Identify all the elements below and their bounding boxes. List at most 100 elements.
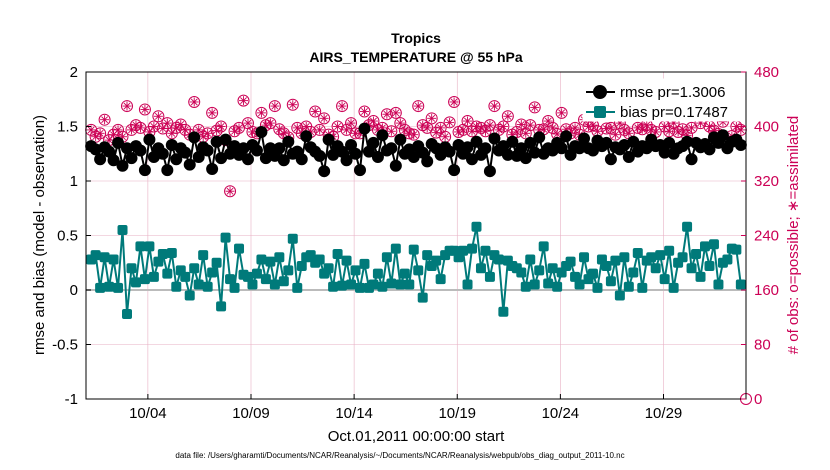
obs-assimilated-marker [238,96,248,106]
obs-assimilated-marker [436,123,446,133]
rmse-point [134,144,147,157]
legend-rmse-marker [593,85,607,99]
bias-point [171,281,182,292]
obs-assimilated-marker [359,107,369,117]
y2-tick-label-2: 160 [754,282,779,299]
bias-point [484,271,495,282]
bias-point [157,249,168,260]
bias-point [493,254,504,265]
bias-point [139,274,150,285]
rmse-point [112,136,125,149]
obs-possible-marker [340,123,353,136]
y2-tick-label-4: 320 [754,173,779,190]
bias-point [628,267,639,278]
y-tick-label-6: 2 [70,64,78,81]
y-axis-label: rmse and bias (model - observation) [31,115,48,355]
rmse-point [89,143,102,156]
obs-possible-marker [412,100,425,113]
bias-series [86,221,746,319]
rmse-point [488,132,501,145]
obs-assimilated-marker [624,128,634,138]
obs-assimilated-marker [525,120,535,130]
bias-point [650,263,661,274]
rmse-point [519,152,532,165]
obs-possible-marker [380,108,393,121]
bias-point [207,267,218,278]
bias-point [354,282,365,293]
bias-point [328,281,339,292]
bias-point [126,263,137,274]
legend: rmse pr=1.3006 bias pr=0.17487 [582,78,744,122]
obs-possible-marker [488,100,501,113]
rmse-point [663,136,676,149]
bias-point [256,254,267,265]
rmse-point [479,142,492,155]
obs-possible-marker [318,112,331,125]
rmse-point [627,135,640,148]
rmse-point [470,135,483,148]
bias-point [211,257,222,268]
legend-box [582,78,744,122]
obs-assimilated-marker [489,101,499,111]
bias-point [381,252,392,263]
rmse-point [116,159,129,172]
bias-point [337,280,348,291]
rmse-point [515,142,528,155]
bias-point [417,292,428,303]
obs-assimilated-marker [225,186,235,196]
obs-assimilated-marker [216,122,226,131]
legend-rmse-label: rmse pr=1.3006 [620,84,725,101]
rmse-point [622,151,635,164]
y2-tick-label-5: 400 [754,119,779,136]
obs-assimilated-marker [243,118,253,128]
bias-point [216,301,227,312]
rmse-point [215,152,228,165]
bias-point [686,263,697,274]
obs-assimilated-marker [449,97,459,107]
obs-assimilated-marker [557,108,567,118]
obs-assimilated-marker [386,126,396,136]
bias-point [458,245,469,256]
rmse-point [448,164,461,177]
bias-point [632,247,643,258]
obs-possible-marker [94,127,107,140]
obs-assimilated-marker [315,125,325,135]
rmse-point [658,146,671,159]
bias-point [305,250,316,261]
obs-assimilated-marker [610,130,620,140]
bias-point [377,281,388,292]
bias-point [691,249,702,260]
bias-point [225,274,236,285]
rmse-point [600,136,613,149]
obs-assimilated-marker [265,118,275,128]
bias-point [552,281,563,292]
rmse-point [201,144,214,157]
rmse-point [466,153,479,166]
obs-assimilated-marker [153,111,163,121]
bias-point [708,239,719,250]
bias-point [475,263,486,274]
obs-assimilated-marker [440,132,450,142]
obs-possible-marker [425,112,438,125]
obs-assimilated-marker [687,123,697,133]
obs-possible-marker [542,115,555,128]
rmse-point [394,133,407,146]
obs-possible-marker [255,106,268,119]
y2-tick-label-3: 240 [754,228,779,245]
obs-possible-marker [224,185,237,198]
bias-point [570,271,581,282]
obs-assimilated-marker [530,102,540,112]
rmse-point [282,135,295,148]
bias-point [467,243,478,254]
obs-assimilated-marker [203,128,213,138]
bias-point [202,281,213,292]
bias-point [619,252,630,263]
obs-possible-marker [138,103,151,116]
obs-assimilated-marker [270,101,280,111]
bias-point [148,271,159,282]
rmse-point [192,151,205,164]
obs-assimilated-marker [256,108,266,118]
y-tick-label-0: -1 [65,391,78,408]
obs-possible-marker [461,115,474,128]
bias-point [547,263,558,274]
